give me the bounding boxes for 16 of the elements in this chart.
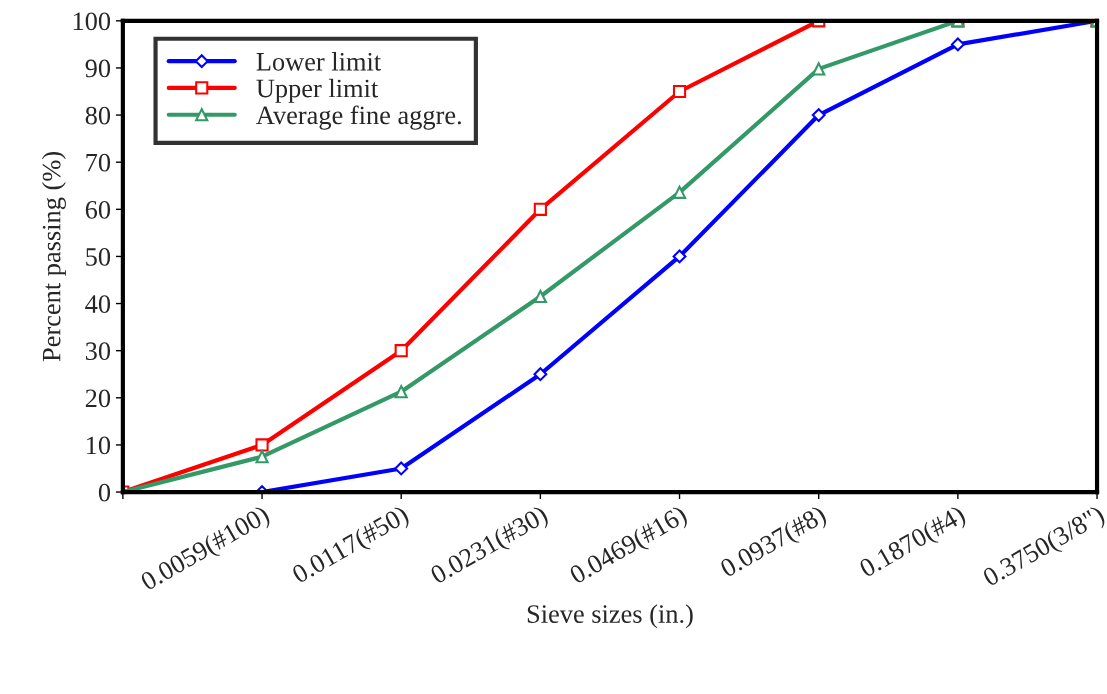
y-axis-title: Percent passing (%) xyxy=(41,152,66,362)
y-tick-label: 90 xyxy=(85,59,111,78)
y-tick-label: 20 xyxy=(85,389,111,408)
y-tick-label: 40 xyxy=(85,295,111,313)
y-tick-label: 10 xyxy=(87,436,111,455)
legend-label: Average fine aggre. xyxy=(256,105,461,130)
y-tick-label: 80 xyxy=(85,106,111,125)
y-tick-label: 50 xyxy=(86,248,111,266)
y-tick-label: 30 xyxy=(85,342,111,361)
legend-label: Upper limit xyxy=(256,78,379,103)
y-tick-label: 100 xyxy=(73,12,111,31)
y-tick-label: 0 xyxy=(98,483,111,502)
x-axis-title: Sieve sizes (in.) xyxy=(527,604,693,629)
y-tick-label: 60 xyxy=(85,200,111,219)
y-tick-label: 70 xyxy=(86,153,111,172)
legend-label: Lower limit xyxy=(256,52,381,71)
